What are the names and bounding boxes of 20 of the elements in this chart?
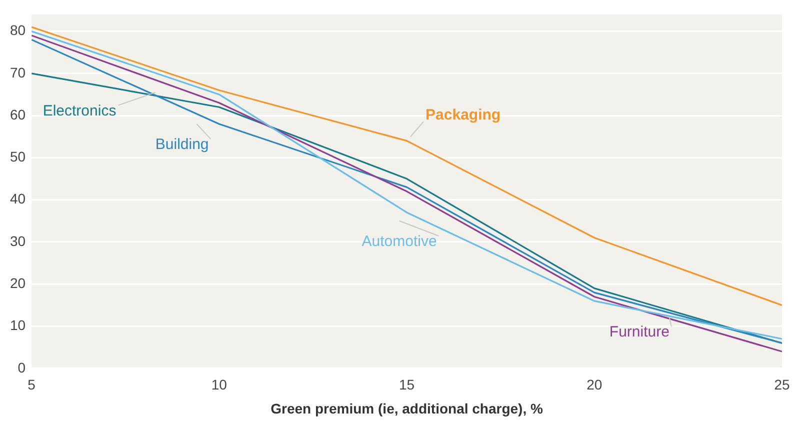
series-label: Building (155, 136, 209, 154)
y-tick-label: 80 (10, 22, 26, 38)
y-tick-label: 20 (10, 274, 26, 291)
x-tick-label: 15 (398, 376, 415, 393)
series-label: Packaging (426, 106, 501, 124)
x-tick-label: 5 (28, 376, 36, 393)
y-tick-label: 60 (10, 106, 26, 122)
y-tick-label: 70 (10, 64, 26, 80)
series-label: Electronics (42, 102, 116, 120)
y-tick-label: 50 (10, 148, 26, 165)
x-axis-title: Green premium (ie, additional charge), % (270, 400, 544, 416)
series-label: Automotive (362, 233, 437, 250)
y-tick-label: 10 (10, 317, 26, 334)
y-tick-label: 30 (10, 232, 26, 249)
x-tick-label: 20 (586, 376, 602, 393)
y-tick-label: 40 (10, 190, 26, 207)
x-tick-label: 10 (211, 376, 228, 393)
series-label: Furniture (609, 324, 670, 341)
y-tick-label: 0 (18, 359, 26, 376)
x-tick-label: 25 (774, 376, 790, 393)
